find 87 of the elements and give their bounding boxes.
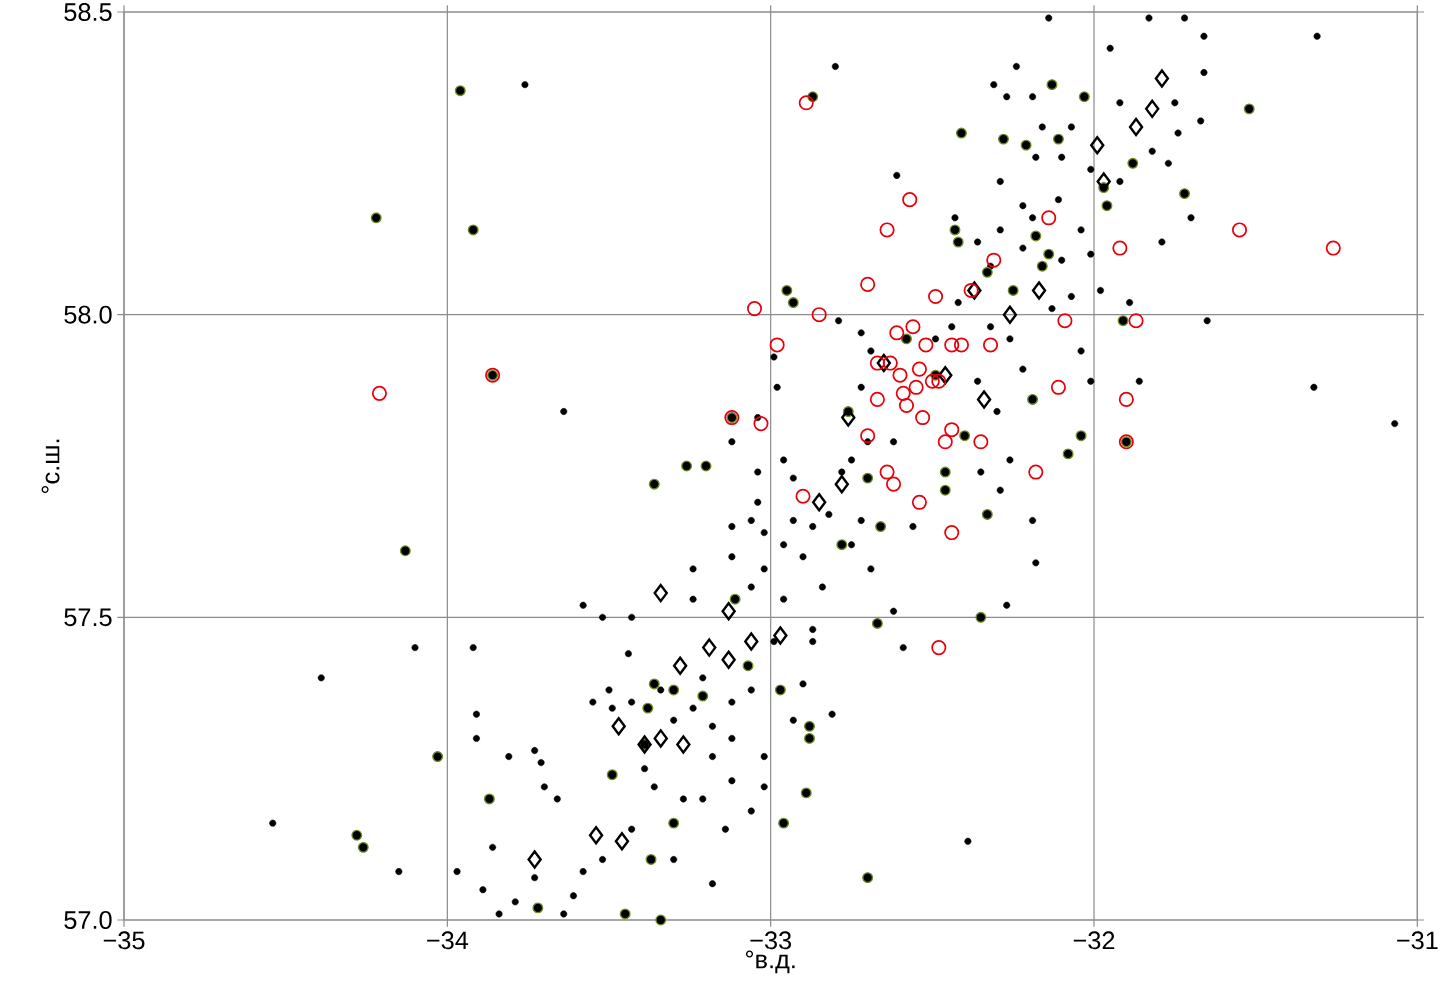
point xyxy=(1128,117,1144,137)
point xyxy=(931,640,947,656)
x-axis-title: °в.д. xyxy=(745,950,795,974)
point xyxy=(882,355,898,371)
point xyxy=(915,410,931,426)
point xyxy=(1118,391,1134,407)
point xyxy=(983,337,999,353)
y-tick-label: 57.5 xyxy=(64,608,112,627)
point xyxy=(876,353,892,373)
point xyxy=(953,337,969,353)
point xyxy=(798,95,814,111)
point xyxy=(811,307,827,323)
point xyxy=(1090,135,1105,155)
point xyxy=(879,222,895,238)
point xyxy=(944,422,960,438)
point xyxy=(911,361,927,377)
point xyxy=(976,390,992,409)
point xyxy=(869,355,885,371)
y-tick-label: 57.0 xyxy=(64,911,112,929)
point xyxy=(1096,172,1111,191)
point xyxy=(1112,240,1128,256)
point xyxy=(1057,313,1073,329)
point xyxy=(963,282,979,298)
point xyxy=(1154,69,1170,88)
point xyxy=(721,650,736,669)
point xyxy=(928,288,944,305)
point xyxy=(937,434,953,450)
point xyxy=(753,416,769,432)
point xyxy=(1031,281,1047,300)
point xyxy=(1050,379,1066,395)
point xyxy=(973,434,989,450)
point xyxy=(931,373,947,389)
point xyxy=(841,408,856,427)
point xyxy=(676,735,691,754)
point xyxy=(611,717,626,736)
x-tick-label: −32 xyxy=(1073,931,1115,950)
point xyxy=(860,276,876,292)
point xyxy=(886,476,902,492)
point xyxy=(588,826,604,845)
x-tick-label: −33 xyxy=(750,931,792,950)
point xyxy=(879,464,895,480)
point xyxy=(895,385,911,401)
point xyxy=(1002,305,1018,324)
point xyxy=(892,367,908,383)
point xyxy=(834,474,850,494)
point xyxy=(911,494,927,510)
point xyxy=(653,583,668,603)
point xyxy=(371,385,387,401)
point xyxy=(938,366,953,385)
point xyxy=(1231,222,1248,238)
point xyxy=(898,397,915,413)
y-axis-title: °с.ш. xyxy=(41,439,60,494)
point xyxy=(1128,313,1144,329)
point xyxy=(986,252,1002,268)
point xyxy=(702,638,717,657)
point xyxy=(889,325,905,341)
y-tick-label: 58.0 xyxy=(64,305,112,324)
point xyxy=(637,735,652,754)
point xyxy=(811,493,827,512)
point xyxy=(918,337,934,353)
point xyxy=(653,729,668,748)
point xyxy=(773,626,788,645)
point xyxy=(1325,240,1341,256)
point xyxy=(1028,464,1044,480)
point xyxy=(905,319,921,335)
point xyxy=(944,337,960,353)
x-tick-label: −34 xyxy=(427,931,469,950)
point xyxy=(721,602,736,621)
point xyxy=(902,192,918,208)
x-tick-label: −31 xyxy=(1397,931,1438,950)
point xyxy=(1145,99,1160,119)
point xyxy=(860,428,876,444)
point xyxy=(614,832,630,851)
x-tick-label: −35 xyxy=(103,931,145,950)
point xyxy=(1041,210,1057,226)
point xyxy=(967,281,982,300)
point xyxy=(795,488,811,504)
point xyxy=(527,850,542,869)
point xyxy=(944,525,960,541)
point xyxy=(746,301,763,317)
point xyxy=(924,373,940,389)
point xyxy=(869,391,885,407)
y-tick-label: 58.5 xyxy=(64,3,112,21)
point xyxy=(908,379,924,395)
point xyxy=(769,337,785,353)
point xyxy=(672,656,688,675)
point xyxy=(744,632,759,651)
